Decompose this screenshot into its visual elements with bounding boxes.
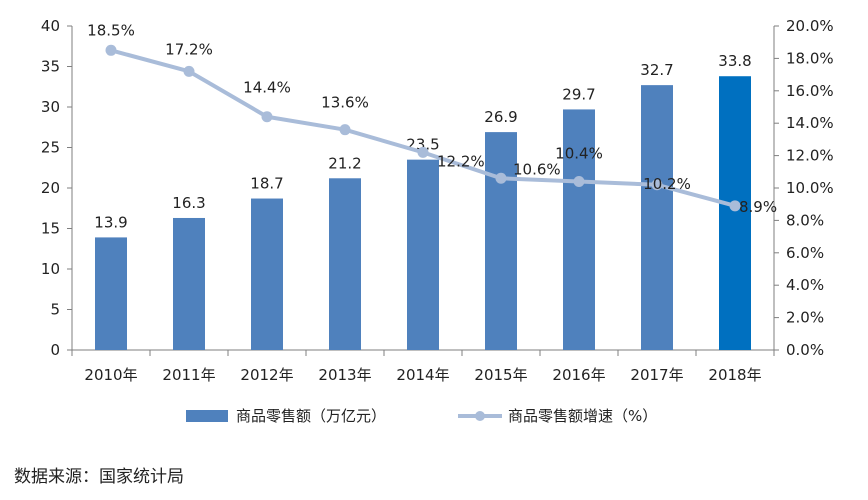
bar: [251, 198, 283, 350]
growth-value-label: 12.2%: [437, 152, 485, 170]
x-tick-label: 2014年: [396, 366, 449, 384]
y-left-tick-label: 20: [41, 179, 60, 197]
growth-point: [651, 179, 663, 191]
axes: 0 5 10 15 20 25 30 35 40 0.0% 2.0% 4.0% 6.0% 8.0% 10.0…: [41, 17, 834, 384]
x-tick-label: 2012年: [240, 366, 293, 384]
growth-value-label: 10.4%: [555, 145, 603, 163]
bar-value-label: 13.9: [94, 213, 127, 231]
x-tick-label: 2011年: [162, 366, 215, 384]
growth-value-label: 17.2%: [165, 40, 213, 58]
bar: [719, 76, 751, 350]
bar-value-label: 26.9: [484, 108, 517, 126]
bar: [95, 237, 127, 350]
x-tick-label: 2017年: [630, 366, 683, 384]
line-series: 18.5% 17.2% 14.4% 13.6% 12.2% 10.6%10.4% 10.2%…: [87, 21, 777, 216]
bar-value-label: 21.2: [328, 154, 361, 172]
y-right-tick-label: 2.0%: [786, 309, 824, 327]
y-left-tick-label: 30: [41, 98, 60, 116]
source-note: 数据来源：国家统计局: [14, 467, 184, 487]
y-right-tick-label: 10.0%: [786, 179, 834, 197]
bar: [563, 109, 595, 351]
growth-value-label: 8.9%: [739, 198, 777, 216]
y-right-tick-label: 18.0%: [786, 49, 834, 67]
bar: [485, 132, 517, 350]
y-left-tick-label: 40: [41, 17, 60, 35]
x-tick-label: 2013年: [318, 366, 371, 384]
legend: 商品零售额（万亿元） 商品零售额增速（%）: [186, 407, 657, 425]
y-left-tick-label: 5: [50, 301, 60, 319]
growth-value-label: 13.6%: [321, 94, 369, 112]
x-tick-label: 2018年: [708, 366, 761, 384]
growth-value-label: 14.4%: [243, 79, 291, 97]
legend-bar-swatch: [186, 410, 228, 422]
growth-point: [183, 65, 195, 77]
x-tick-label: 2016年: [552, 366, 605, 384]
y-right-tick-label: 16.0%: [786, 82, 834, 100]
legend-line-marker: [475, 411, 485, 421]
y-right-tick-label: 12.0%: [786, 147, 834, 165]
y-right-tick-label: 14.0%: [786, 114, 834, 132]
growth-point: [339, 124, 351, 136]
growth-point: [495, 172, 507, 184]
x-tick-label: 2015年: [474, 366, 527, 384]
y-left-tick-label: 0: [50, 341, 60, 359]
x-tick-label: 2010年: [84, 366, 137, 384]
legend-line-label: 商品零售额增速（%）: [508, 407, 657, 425]
bar: [329, 178, 361, 350]
growth-point: [105, 44, 117, 56]
bar-series: 13.916.318.721.223.526.929.732.7 33.8: [94, 52, 752, 351]
y-left-tick-label: 35: [41, 58, 60, 76]
y-right-tick-label: 8.0%: [786, 211, 824, 229]
legend-bar-label: 商品零售额（万亿元）: [236, 407, 386, 425]
y-right-tick-label: 20.0%: [786, 17, 834, 35]
growth-value-label: 10.2%: [643, 175, 691, 193]
bar: [173, 217, 205, 350]
growth-point: [417, 146, 429, 158]
y-right-tick-label: 6.0%: [786, 244, 824, 262]
bar: [407, 159, 439, 350]
y-left-tick-label: 10: [41, 260, 60, 278]
growth-value-label: 10.6%: [513, 160, 561, 178]
y-left-tick-label: 25: [41, 139, 60, 157]
bar-value-label: 32.7: [640, 61, 673, 79]
y-left-tick-label: 15: [41, 220, 60, 238]
bar-value-label: 33.8: [718, 52, 751, 70]
bar-value-label: 29.7: [562, 85, 595, 103]
bar-value-label: 18.7: [250, 175, 283, 193]
growth-point: [573, 176, 585, 188]
growth-value-label: 18.5%: [87, 21, 135, 39]
y-right-tick-label: 0.0%: [786, 341, 824, 359]
growth-point: [261, 111, 273, 123]
growth-point: [729, 200, 741, 212]
bar-value-label: 16.3: [172, 194, 205, 212]
bar: [641, 85, 673, 350]
y-right-tick-label: 4.0%: [786, 276, 824, 294]
